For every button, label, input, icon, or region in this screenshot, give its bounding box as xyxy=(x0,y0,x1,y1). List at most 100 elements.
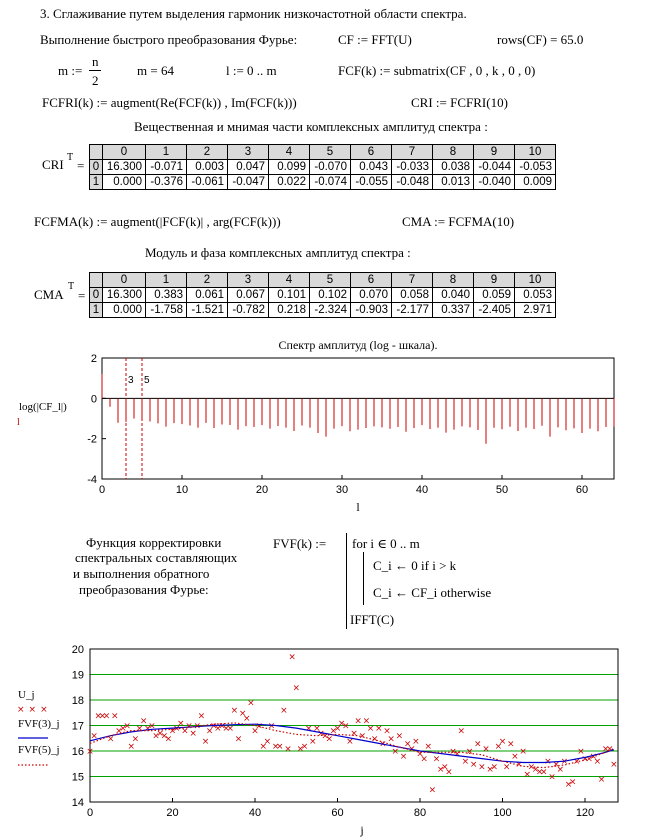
cma-cell[interactable]: -2.324 xyxy=(309,302,351,318)
cma-cell[interactable]: -0.903 xyxy=(350,302,392,318)
cri-cell[interactable]: 0.099 xyxy=(268,159,310,175)
smooth-u-point: × xyxy=(243,714,251,724)
cma-cell[interactable]: -0.782 xyxy=(227,302,269,318)
smooth-u-point: × xyxy=(169,727,177,737)
cma-cell[interactable]: 0.102 xyxy=(309,287,351,303)
fcfma-definition[interactable]: FCFMA(k) := augment(|FCF(k)| , arg(FCF(k… xyxy=(34,214,281,229)
cma-cell[interactable]: 0.067 xyxy=(227,287,269,303)
spectrum-xtick-label: 30 xyxy=(336,484,348,496)
smooth-u-point: × xyxy=(94,711,102,721)
prog-line-for[interactable]: for i ∈ 0 .. m xyxy=(352,536,420,551)
smooth-u-point: × xyxy=(383,727,391,737)
smooth-u-point: × xyxy=(358,732,366,742)
rows-expression[interactable]: rows(CF) = 65.0 xyxy=(497,32,584,47)
smooth-u-point: × xyxy=(119,724,127,734)
cri-cell[interactable]: 0.000 xyxy=(102,174,146,190)
cma-cell[interactable]: -1.758 xyxy=(145,302,187,318)
smooth-u-point: × xyxy=(160,732,168,742)
smooth-u-point: × xyxy=(321,732,329,742)
cma-cell[interactable]: 0.337 xyxy=(432,302,474,318)
cri-cell[interactable]: 0.013 xyxy=(432,174,474,190)
smooth-u-point: × xyxy=(556,765,564,775)
smooth-u-point: × xyxy=(338,719,346,729)
smooth-ytick-label: 15 xyxy=(72,772,84,784)
m-definition-denominator: 2 xyxy=(92,73,99,88)
cri-cell[interactable]: -0.053 xyxy=(514,159,556,175)
cma-matrix[interactable]: 0 1 2 3 4 5 6 7 8 9 10 0 16.300 0.383 0.061 0.067 0.101 0… xyxy=(89,272,556,318)
smooth-u-point: × xyxy=(486,765,494,775)
cri-cell[interactable]: 0.047 xyxy=(227,159,269,175)
cma-cell[interactable]: -2.177 xyxy=(391,302,433,318)
cma-cell[interactable]: -1.521 xyxy=(186,302,228,318)
cri-cell[interactable]: -0.074 xyxy=(309,174,351,190)
cma-col-header: 0 xyxy=(102,272,146,288)
cri-matrix[interactable]: 0 1 2 3 4 5 6 7 8 9 10 0 16.300 -0.071 0.003 0.047 0.099… xyxy=(89,144,556,190)
smooth-u-point: × xyxy=(375,724,383,734)
cma-col-header: 6 xyxy=(350,272,392,288)
smooth-u-point: × xyxy=(247,699,255,709)
cri-cell[interactable]: 0.043 xyxy=(350,159,392,175)
cma-cell[interactable]: 0.101 xyxy=(268,287,310,303)
prog-line-if[interactable]: C_i ← 0 if i > k xyxy=(373,558,457,573)
spectrum-chart[interactable]: Спектр амплитуд (log - шкала).20-2-40 10 2… xyxy=(0,0,646,520)
smooth-u-point: × xyxy=(226,724,234,734)
cri-cell[interactable]: -0.047 xyxy=(227,174,269,190)
spectrum-ylabel: log(|CF_l|) xyxy=(19,401,67,413)
smooth-u-point: × xyxy=(466,747,474,757)
smooth-u-point: × xyxy=(565,780,573,790)
smooth-u-point: × xyxy=(499,737,507,747)
cri-cell[interactable]: -0.376 xyxy=(145,174,187,190)
smooth-xtick-label: 20 xyxy=(166,807,178,819)
smooth-ytick-label: 18 xyxy=(72,695,84,707)
cri-cell[interactable]: 16.300 xyxy=(102,159,146,175)
m-definition-prefix[interactable]: m := xyxy=(58,63,83,78)
prog-line-otherwise[interactable]: C_i ← CF_i otherwise xyxy=(373,585,492,600)
fcf-definition[interactable]: FCF(k) := submatrix(CF , 0 , k , 0 , 0) xyxy=(338,63,536,78)
smooth-u-point: × xyxy=(532,765,540,775)
m-value[interactable]: m = 64 xyxy=(137,63,174,78)
prog-line-ifft[interactable]: IFFT(C) xyxy=(350,612,395,627)
smooth-xtick-label: 40 xyxy=(249,807,261,819)
cri-cell[interactable]: -0.061 xyxy=(186,174,228,190)
smooth-u-point: × xyxy=(123,722,131,732)
fft-label: Выполнение быстрого преобразования Фурье… xyxy=(40,32,298,47)
smooth-u-point: × xyxy=(259,742,267,752)
smooth-u-point: × xyxy=(210,722,218,732)
spectrum-ytick-label: -4 xyxy=(87,474,97,486)
cri-cell[interactable]: -0.071 xyxy=(145,159,187,175)
cri-definition[interactable]: CRI := FCFRI(10) xyxy=(411,95,508,110)
l-range[interactable]: l := 0 .. m xyxy=(226,63,277,78)
cma-col-header: 5 xyxy=(309,272,351,288)
smooth-u-point: × xyxy=(429,785,437,795)
cma-cell[interactable]: 2.971 xyxy=(514,302,556,318)
cma-cell[interactable]: 0.218 xyxy=(268,302,310,318)
smooth-u-point: × xyxy=(330,727,338,737)
fvf-definition-head[interactable]: FVF(k) := xyxy=(273,536,327,551)
cma-cell[interactable]: 16.300 xyxy=(102,287,146,303)
fcfri-definition[interactable]: FCFRI(k) := augment(Re(FCF(k)) , Im(FCF(… xyxy=(42,95,297,110)
smooth-u-point: × xyxy=(218,722,226,732)
func-caption-line-2: спектральных составляющих xyxy=(75,550,238,565)
smooth-u-point: × xyxy=(396,732,404,742)
smooth-u-point: × xyxy=(144,724,152,734)
smooth-u-point: × xyxy=(235,734,243,744)
smooth-u-point: × xyxy=(511,752,519,762)
smooth-u-point: × xyxy=(107,734,115,744)
cri-cell[interactable]: -0.044 xyxy=(473,159,515,175)
cri-cell[interactable]: -0.048 xyxy=(391,174,433,190)
fft-expression[interactable]: CF := FFT(U) xyxy=(338,32,412,47)
smooth-u-point: × xyxy=(177,719,185,729)
cma-cell[interactable]: 0.061 xyxy=(186,287,228,303)
cma-cell[interactable]: 0.383 xyxy=(145,287,187,303)
legend-fvf3-label: FVF(3)_j xyxy=(18,718,60,730)
smooth-u-point: × xyxy=(268,722,276,732)
cma-cell[interactable]: -2.405 xyxy=(473,302,515,318)
smooth-u-point: × xyxy=(284,744,292,754)
cri-cell[interactable]: 0.009 xyxy=(514,174,556,190)
cri-cell[interactable]: -0.055 xyxy=(350,174,392,190)
cma-cell[interactable]: 0.053 xyxy=(514,287,556,303)
cma-definition[interactable]: CMA := FCFMA(10) xyxy=(402,214,515,229)
section-title: 3. Сглаживание путем выделения гармоник … xyxy=(40,6,467,21)
smooth-u-point: × xyxy=(239,709,247,719)
